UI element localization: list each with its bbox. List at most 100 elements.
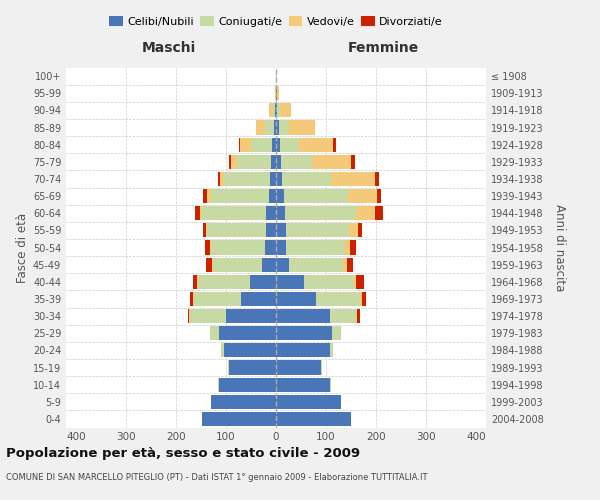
Bar [377, 189, 380, 203]
Text: Femmine: Femmine [347, 41, 419, 55]
Bar [270, 172, 276, 186]
Bar [229, 155, 231, 169]
Bar [276, 275, 304, 289]
Bar [209, 326, 218, 340]
Bar [207, 224, 266, 237]
Bar [202, 206, 266, 220]
Text: COMUNE DI SAN MARCELLO PITEGLIO (PT) - Dati ISTAT 1° gennaio 2009 - Elaborazione: COMUNE DI SAN MARCELLO PITEGLIO (PT) - D… [6, 472, 427, 482]
Bar [250, 275, 276, 289]
Bar [241, 292, 276, 306]
Bar [218, 172, 220, 186]
Bar [349, 224, 358, 237]
Bar [276, 292, 316, 306]
Bar [218, 378, 276, 392]
Bar [276, 104, 277, 118]
Bar [276, 172, 282, 186]
Bar [266, 206, 276, 220]
Bar [282, 172, 331, 186]
Bar [190, 292, 193, 306]
Bar [276, 412, 351, 426]
Bar [276, 360, 321, 374]
Bar [211, 189, 269, 203]
Bar [276, 224, 286, 237]
Bar [193, 292, 241, 306]
Bar [231, 155, 237, 169]
Bar [193, 275, 197, 289]
Bar [276, 240, 286, 254]
Bar [345, 240, 350, 254]
Bar [206, 258, 212, 272]
Bar [271, 155, 276, 169]
Bar [358, 224, 361, 237]
Bar [375, 206, 383, 220]
Bar [211, 240, 265, 254]
Bar [265, 240, 276, 254]
Bar [361, 292, 365, 306]
Bar [275, 104, 276, 118]
Bar [240, 138, 251, 151]
Bar [281, 155, 312, 169]
Bar [350, 240, 356, 254]
Bar [199, 206, 202, 220]
Bar [237, 155, 271, 169]
Bar [205, 224, 207, 237]
Bar [224, 172, 270, 186]
Bar [351, 155, 355, 169]
Bar [280, 104, 290, 118]
Bar [211, 395, 276, 409]
Bar [316, 292, 360, 306]
Bar [332, 326, 341, 340]
Bar [276, 189, 284, 203]
Bar [277, 104, 280, 118]
Bar [347, 189, 377, 203]
Bar [333, 138, 335, 151]
Legend: Celibi/Nubili, Coniugati/e, Vedovi/e, Divorziati/e: Celibi/Nubili, Coniugati/e, Vedovi/e, Di… [105, 12, 447, 31]
Bar [265, 120, 274, 134]
Bar [212, 258, 213, 272]
Bar [276, 138, 280, 151]
Text: Popolazione per età, sesso e stato civile - 2009: Popolazione per età, sesso e stato civil… [6, 448, 360, 460]
Bar [262, 258, 276, 272]
Bar [220, 172, 224, 186]
Bar [347, 258, 353, 272]
Bar [276, 155, 281, 169]
Bar [304, 275, 353, 289]
Bar [299, 138, 333, 151]
Bar [285, 206, 356, 220]
Bar [197, 275, 250, 289]
Bar [227, 360, 229, 374]
Bar [269, 104, 272, 118]
Bar [321, 360, 322, 374]
Bar [207, 189, 211, 203]
Bar [276, 344, 330, 357]
Bar [269, 189, 276, 203]
Bar [375, 172, 379, 186]
Bar [278, 120, 289, 134]
Bar [276, 395, 341, 409]
Bar [251, 138, 272, 151]
Bar [356, 275, 364, 289]
Bar [330, 378, 331, 392]
Bar [276, 206, 285, 220]
Bar [353, 275, 356, 289]
Bar [276, 378, 330, 392]
Bar [360, 292, 361, 306]
Bar [331, 172, 375, 186]
Bar [276, 326, 332, 340]
Bar [289, 120, 314, 134]
Bar [286, 240, 345, 254]
Bar [330, 344, 333, 357]
Bar [276, 120, 278, 134]
Bar [213, 258, 262, 272]
Bar [210, 240, 211, 254]
Bar [203, 224, 205, 237]
Text: Maschi: Maschi [142, 41, 196, 55]
Bar [277, 86, 279, 100]
Bar [205, 240, 210, 254]
Bar [272, 104, 275, 118]
Bar [272, 138, 276, 151]
Bar [276, 258, 289, 272]
Bar [223, 344, 276, 357]
Bar [356, 309, 357, 323]
Y-axis label: Fasce di età: Fasce di età [16, 212, 29, 282]
